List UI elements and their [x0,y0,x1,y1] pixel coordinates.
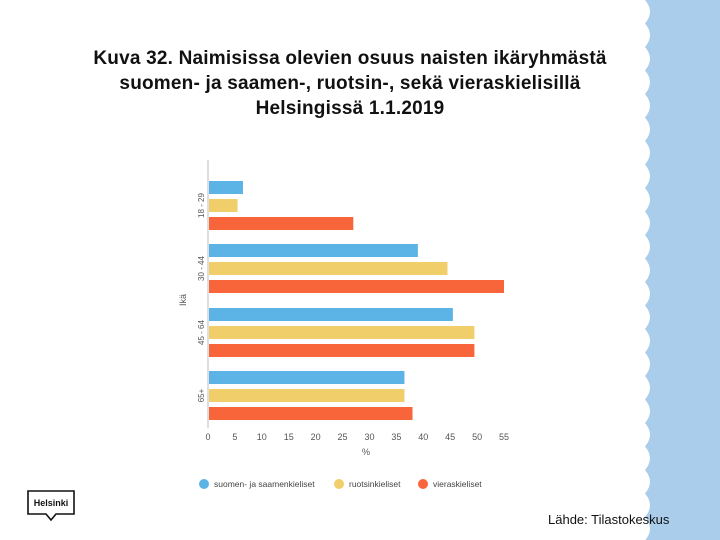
category-label: 18 - 29 [197,192,206,217]
x-tick-label: 35 [391,432,401,442]
legend-label: suomen- ja saamenkieliset [214,479,315,489]
x-axis-label: % [362,447,370,457]
bar-1-0 [209,244,418,257]
chart-title: Kuva 32. Naimisissa olevien osuus naiste… [93,48,607,119]
x-tick-label: 55 [499,432,509,442]
x-tick-label: 5 [232,432,237,442]
bar-0-0 [209,181,243,194]
x-tick-label: 30 [364,432,374,442]
bar-3-1 [209,389,405,402]
svg-text:Helsinki: Helsinki [34,498,69,508]
bar-1-1 [209,262,448,275]
legend-marker [199,479,209,489]
bar-2-0 [209,308,453,321]
bar-1-2 [209,280,504,293]
category-label: 30 - 44 [197,255,206,280]
category-label: 65+ [197,388,206,402]
x-tick-label: 45 [445,432,455,442]
x-tick-label: 0 [205,432,210,442]
x-tick-label: 10 [257,432,267,442]
y-axis-label: Ikä [178,294,188,306]
x-tick-label: 15 [284,432,294,442]
x-tick-label: 20 [311,432,321,442]
bar-3-2 [209,407,413,420]
legend-label: vieraskieliset [433,479,482,489]
helsinki-logo: Helsinki [27,490,75,522]
legend-marker [418,479,428,489]
source-note: Lähde: Tilastokeskus [548,512,670,527]
bar-2-2 [209,344,475,357]
x-tick-label: 50 [472,432,482,442]
bar-3-0 [209,371,405,384]
bar-0-1 [209,199,238,212]
bar-2-1 [209,326,475,339]
legend-marker [334,479,344,489]
x-tick-label: 25 [338,432,348,442]
x-tick-label: 40 [418,432,428,442]
category-label: 45 - 64 [197,319,206,344]
bar-0-2 [209,217,354,230]
legend-label: ruotsinkieliset [349,479,401,489]
